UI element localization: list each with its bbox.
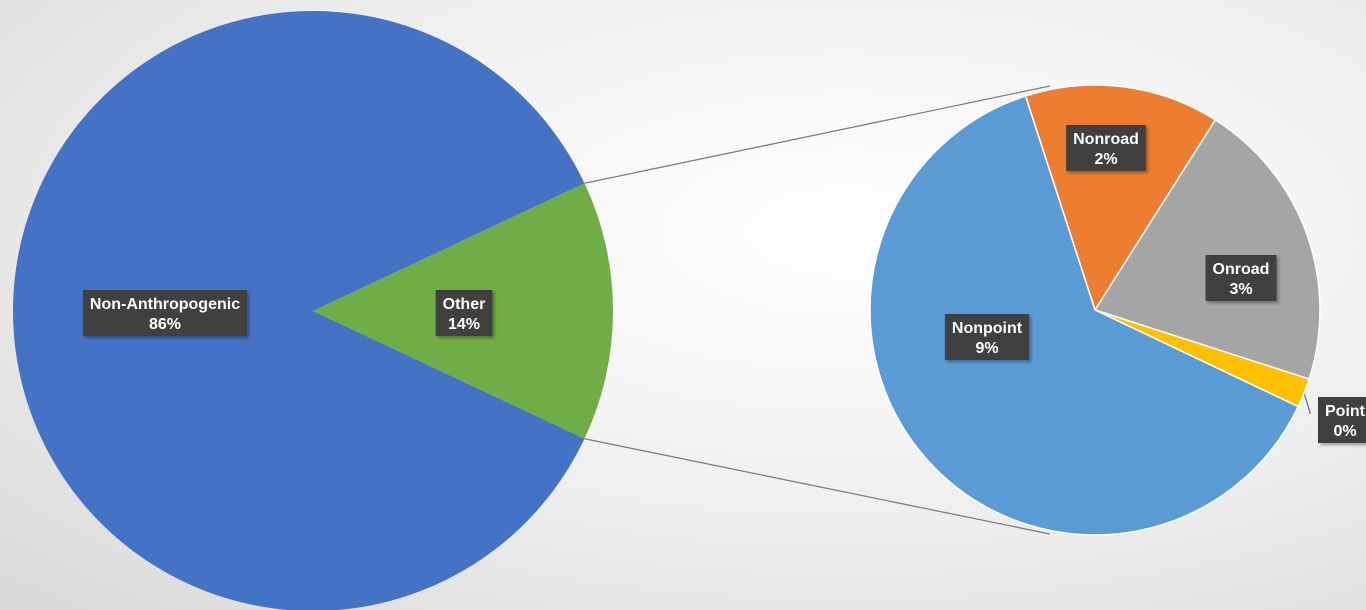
label-point-value: 0% (1333, 423, 1356, 440)
label-nonroad-box (1066, 125, 1146, 171)
label-non-anthropogenic-value: 86% (149, 316, 181, 333)
label-nonpoint-box (944, 314, 1030, 360)
label-non-anthropogenic-name: Non-Anthropogenic (90, 296, 240, 313)
label-other-name: Other (443, 296, 486, 313)
secondary-slice-onroad (1093, 118, 1321, 381)
label-nonpoint-name: Nonpoint (952, 320, 1023, 337)
label-nonpoint: Nonpoint 9% (944, 314, 1030, 360)
label-onroad-name: Onroad (1213, 261, 1270, 278)
label-nonroad: Nonroad 2% (1066, 125, 1146, 171)
connector-line-bottom (584, 438, 1051, 535)
label-non-anthropogenic: Non-Anthropogenic 86% (82, 290, 248, 336)
label-nonroad-name: Nonroad (1073, 131, 1139, 148)
label-other-value: 14% (448, 316, 480, 333)
label-non-anthropogenic-box (82, 290, 248, 336)
label-point: Point 0% (1318, 397, 1366, 443)
label-other: Other 14% (435, 290, 493, 336)
label-nonpoint-value: 9% (975, 340, 998, 357)
point-leader-line (1303, 392, 1311, 414)
label-onroad-value: 3% (1229, 281, 1252, 298)
connector-line-top (584, 85, 1051, 184)
secondary-slice-nonpoint (869, 95, 1300, 536)
label-onroad-box (1205, 255, 1277, 301)
main-slice-non-anthropogenic (13, 11, 585, 610)
label-point-box (1318, 397, 1366, 443)
label-point-name: Point (1325, 403, 1366, 420)
label-other-box (435, 290, 493, 336)
label-nonroad-value: 2% (1094, 151, 1117, 168)
label-onroad: Onroad 3% (1205, 255, 1277, 301)
